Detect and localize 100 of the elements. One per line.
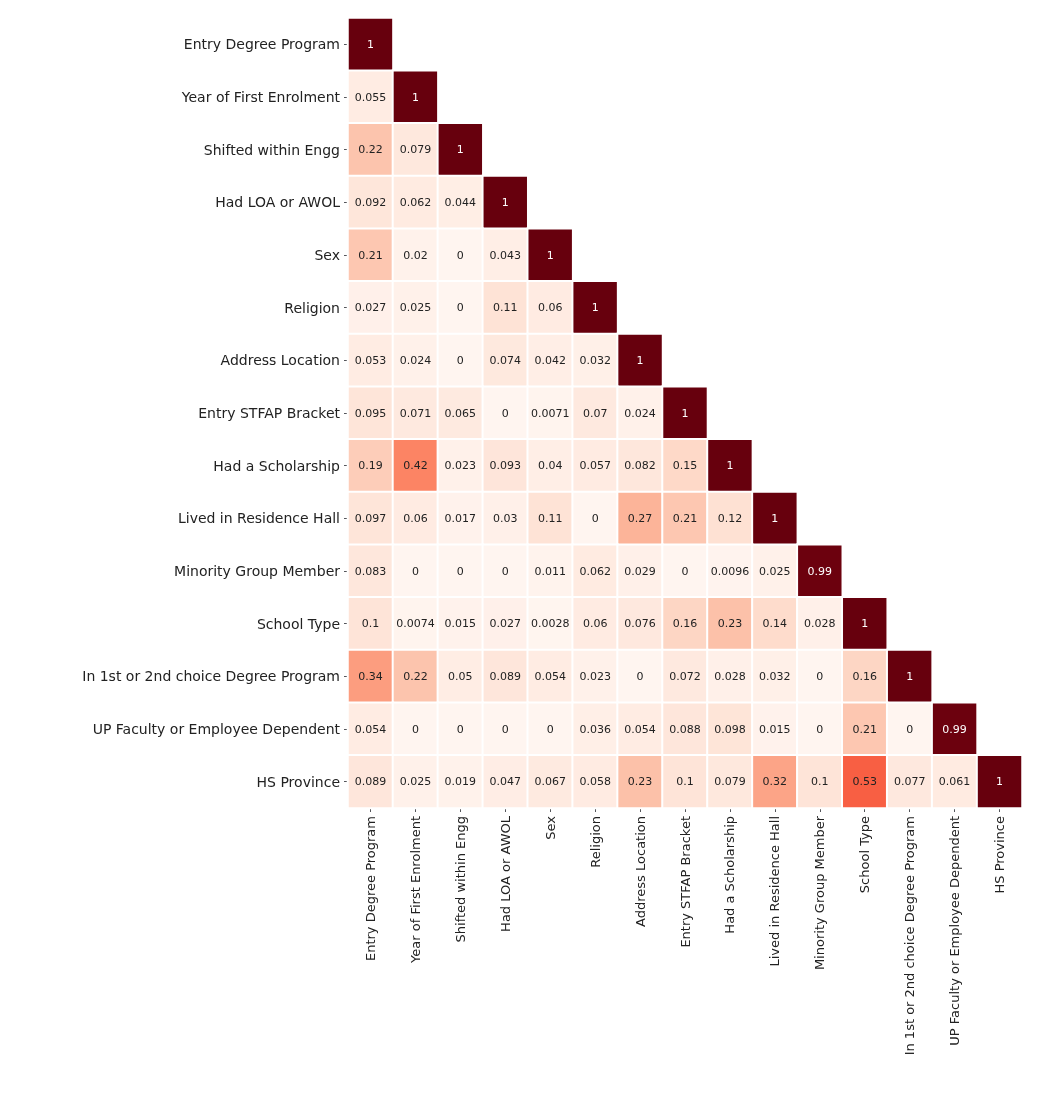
data-label: 0.077 [893,775,926,789]
x-tick-label: Sex [542,815,558,840]
data-label: 0.088 [669,722,701,736]
x-tick-label: Lived in Residence Hall [767,816,783,967]
data-label: 1 [546,248,554,262]
data-label: 0 [816,722,824,736]
data-label: 0.028 [804,617,836,631]
y-tick-label: Entry Degree Program [183,36,340,53]
data-label: 0.14 [762,617,788,631]
data-label: 0.05 [448,669,473,683]
data-label: 0.097 [354,511,387,525]
data-label: 0 [456,248,464,262]
y-tick-label: Entry STFAP Bracket [198,405,341,421]
data-label: 0 [456,722,464,736]
data-label: 0.02 [403,248,428,262]
data-label: 0.16 [672,617,698,631]
data-label: 0.083 [354,564,387,578]
x-tick-label: Had LOA or AWOL [497,815,513,932]
data-label: 0.089 [489,669,522,683]
data-label: 0.22 [403,669,428,683]
data-label: 0.025 [399,301,432,315]
x-tick-label: In 1st or 2nd choice Degree Program [902,816,918,1056]
data-label: 0.06 [582,617,608,631]
y-tick-label: School Type [256,615,340,632]
data-label: 0.074 [489,353,522,367]
data-label: 0.99 [807,564,833,578]
data-label: 0.21 [852,722,877,736]
data-label: 0.025 [759,564,791,578]
data-label: 0.23 [717,617,743,631]
data-label: 0.027 [354,301,387,315]
data-label: 0.057 [579,459,611,473]
data-label: 0 [456,564,464,578]
data-label: 0.072 [669,669,701,683]
x-tick-label: School Type [857,816,873,894]
data-label: 0 [501,406,509,420]
data-label: 0.032 [579,353,611,367]
y-tick-label: HS Province [256,773,340,790]
data-label: 1 [681,406,689,420]
data-label: 0.032 [759,669,791,683]
data-label: 0 [591,511,599,525]
y-tick-label: Had LOA or AWOL [215,194,341,211]
data-label: 1 [591,301,599,315]
x-tick-label: HS Province [992,816,1008,894]
data-label: 0.055 [354,90,387,104]
data-label: 0.095 [354,406,387,420]
data-label: 0.015 [444,617,477,631]
data-label: 0.047 [489,775,522,789]
y-tick-label: Year of First Enrolment [180,89,341,105]
data-label: 0.027 [489,617,522,631]
data-label: 0.054 [624,722,656,736]
data-label: 0.27 [627,511,653,525]
data-label: 0.076 [624,617,656,631]
data-label: 0.079 [399,143,432,157]
data-label: 0 [906,722,914,736]
data-label: 0.019 [444,775,477,789]
data-label: 0.16 [852,669,877,683]
data-label: 0.1 [361,617,380,631]
data-label: 0 [411,564,419,578]
data-label: 0.062 [399,195,432,209]
x-tick-label: Entry STFAP Bracket [677,816,693,948]
data-label: 0.03 [493,511,518,525]
data-label: 1 [501,195,509,209]
data-label: 0.043 [489,248,522,262]
data-label: 0.024 [399,353,432,367]
y-tick-label: Shifted within Engg [203,141,340,158]
data-label: 1 [411,90,419,104]
data-label: 0.34 [358,669,383,683]
data-label: 0.053 [354,353,387,367]
data-label: 0.0074 [396,617,435,631]
data-label: 0.089 [354,775,387,789]
data-label: 0 [456,353,464,367]
y-tick-label: Sex [314,247,340,263]
data-label: 0.054 [354,722,387,736]
data-label: 0.06 [403,511,428,525]
data-label: 1 [861,617,869,631]
data-label: 0.028 [714,669,746,683]
data-label: 0.079 [714,775,746,789]
data-label: 0.07 [582,406,608,420]
data-label: 1 [366,37,374,51]
data-label: 0 [636,669,644,683]
data-label: 1 [771,511,779,525]
data-label: 0.11 [537,511,563,525]
data-label: 0.036 [579,722,611,736]
data-label: 0.21 [672,511,698,525]
data-label: 0.044 [444,195,477,209]
x-tick-label: Shifted within Engg [452,816,468,943]
data-label: 0.062 [579,564,611,578]
data-label: 1 [456,143,464,157]
data-label: 0 [501,722,509,736]
data-label: 0.12 [717,511,743,525]
data-label: 0 [546,722,554,736]
data-label: 0.0096 [710,564,750,578]
data-label: 0.023 [444,459,477,473]
data-label: 0 [411,722,419,736]
x-tick-label: Religion [587,816,603,868]
data-label: 0 [501,564,509,578]
data-label: 0.22 [358,143,383,157]
y-tick-label: Address Location [220,352,340,369]
data-label: 1 [996,775,1004,789]
data-label: 1 [726,459,734,473]
